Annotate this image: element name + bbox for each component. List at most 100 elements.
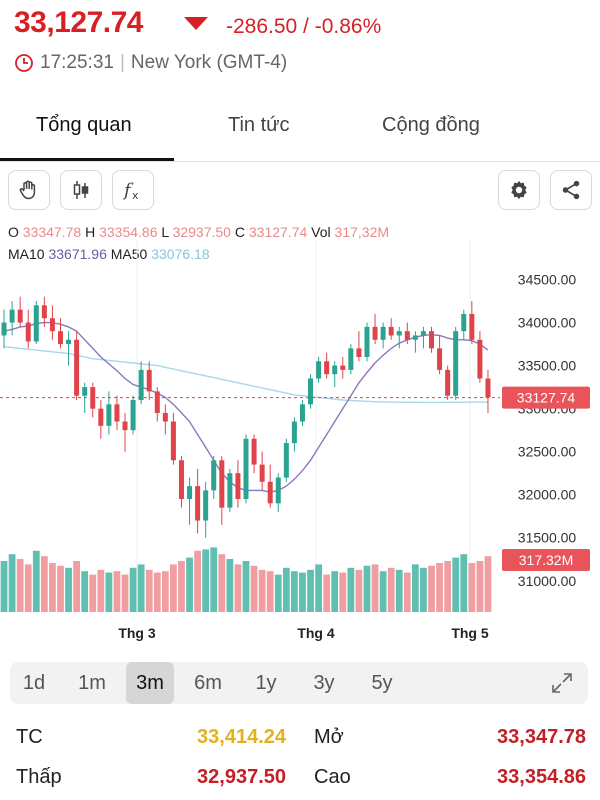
expand-icon[interactable]: [550, 671, 574, 695]
x-axis-tick-label: Thg 5: [451, 625, 489, 641]
candle-body: [162, 412, 168, 422]
candle-body: [412, 335, 418, 340]
candle-body: [235, 473, 241, 500]
candle-body: [49, 318, 55, 332]
volume-bar: [411, 564, 419, 612]
volume-bar: [145, 569, 153, 612]
ma50-label: MA50: [110, 246, 148, 262]
y-axis-tick-label: 32000.00: [518, 487, 577, 503]
ma50-line: [3, 346, 488, 404]
ma10-label: MA10: [8, 246, 45, 262]
volume-bar: [16, 558, 24, 612]
candle-body: [332, 365, 338, 375]
volume-bar: [153, 572, 161, 612]
volume-bar: [65, 567, 72, 612]
volume-bar: [210, 547, 218, 612]
period-6m-button[interactable]: 6m: [194, 671, 222, 694]
candle-body: [324, 361, 330, 375]
open-value: 33347.78: [22, 224, 82, 240]
volume-bar: [178, 561, 185, 612]
candle-body: [106, 404, 112, 426]
share-button[interactable]: [550, 170, 592, 210]
candle-body: [25, 322, 31, 342]
candle-body: [420, 331, 426, 336]
tab-bar: Tổng quan Tin tức Cộng đồng: [0, 100, 600, 162]
tab-community[interactable]: Cộng đồng: [382, 114, 480, 136]
candle-body: [66, 339, 72, 345]
candle-body: [74, 339, 80, 396]
tab-news[interactable]: Tin tức: [228, 114, 290, 136]
period-3m-button[interactable]: 3m: [126, 662, 174, 704]
volume-bar: [161, 571, 169, 612]
candle-body: [219, 460, 225, 508]
volume-tag-label: 317.32M: [519, 552, 573, 568]
share-icon: [562, 180, 580, 200]
volume-bar: [266, 571, 274, 612]
period-5y-button[interactable]: 5y: [371, 671, 393, 694]
candle-body: [477, 339, 483, 379]
volume-bar: [347, 567, 355, 612]
candle-body: [98, 408, 104, 426]
candle-body: [154, 391, 160, 413]
candle-body: [17, 309, 23, 323]
quote-header: 33,127.74 -286.50 / -0.86% 17:25:31 | Ne…: [0, 0, 600, 96]
volume-bar: [8, 554, 16, 612]
candlestick-type-button[interactable]: [60, 170, 102, 210]
volume-bar: [282, 567, 290, 612]
candle-body: [267, 481, 273, 504]
quote-timestamp: 17:25:31 | New York (GMT-4): [14, 52, 287, 74]
volume-bar: [355, 569, 363, 612]
volume-bar: [291, 571, 298, 612]
candle-body: [348, 348, 354, 370]
candle-body: [396, 331, 402, 336]
candle-body: [122, 421, 128, 431]
candle-body: [380, 326, 386, 340]
candle-body: [211, 460, 217, 491]
tab-overview[interactable]: Tổng quan: [36, 114, 132, 136]
volume-bar: [420, 567, 427, 612]
volume-bar: [387, 567, 395, 612]
candle-body: [259, 464, 265, 482]
function-icon: f x: [122, 180, 139, 202]
volume-bar: [97, 569, 105, 612]
candle-body: [461, 313, 467, 332]
volume-bar: [428, 565, 435, 612]
chart-toolbar: f x: [0, 168, 600, 212]
volume-bar: [331, 571, 339, 612]
y-axis-tick-label: 31000.00: [518, 573, 577, 589]
volume-bar: [436, 563, 443, 612]
high-label: H: [85, 224, 96, 240]
period-3y-button[interactable]: 3y: [313, 671, 335, 694]
volume-bar: [460, 554, 468, 612]
price-chart[interactable]: 34500.0034000.0033500.0033000.0032500.00…: [0, 240, 600, 660]
period-selector: 1d 1m 3m 6m 1y 3y 5y: [10, 662, 588, 704]
candle-body: [114, 404, 120, 422]
volume-bar: [315, 564, 322, 612]
volume-bar: [339, 572, 347, 612]
period-1y-button[interactable]: 1y: [255, 671, 277, 694]
candlestick-icon: [73, 181, 89, 199]
period-1d-button[interactable]: 1d: [22, 671, 46, 694]
volume-bar: [452, 557, 460, 612]
y-axis-tick-label: 33500.00: [518, 358, 577, 374]
candle-body: [33, 305, 39, 342]
candle-body: [437, 348, 443, 370]
volume-value: 317,32M: [334, 224, 390, 240]
indicator-button[interactable]: f x: [112, 170, 154, 210]
volume-bar: [307, 569, 314, 612]
candle-body: [1, 322, 7, 336]
y-axis-tick-label: 31500.00: [518, 530, 577, 546]
period-1m-button[interactable]: 1m: [78, 671, 106, 694]
candle-body: [372, 326, 378, 340]
quote-exchange: New York (GMT-4): [130, 52, 288, 73]
y-axis-tick-label: 32500.00: [518, 444, 577, 460]
volume-bar: [403, 572, 411, 612]
candle-body: [469, 313, 475, 340]
hand-tool-button[interactable]: [8, 170, 50, 210]
svg-text:x: x: [132, 189, 139, 202]
candle-body: [195, 486, 201, 521]
settings-button[interactable]: [498, 170, 540, 210]
candle-body: [82, 387, 88, 396]
y-axis-tick-label: 34500.00: [518, 272, 577, 288]
candle-body: [283, 443, 289, 478]
